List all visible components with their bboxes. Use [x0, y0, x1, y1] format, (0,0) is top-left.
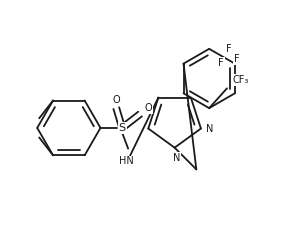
Text: CF₃: CF₃ [233, 75, 249, 85]
Text: N: N [173, 153, 180, 163]
Text: S: S [119, 123, 126, 133]
Text: F: F [218, 58, 224, 68]
Text: O: O [144, 103, 152, 113]
Text: N: N [206, 124, 213, 134]
Text: HN: HN [119, 157, 134, 167]
Text: F: F [226, 44, 232, 54]
Text: F: F [234, 54, 240, 64]
Text: O: O [113, 95, 120, 105]
